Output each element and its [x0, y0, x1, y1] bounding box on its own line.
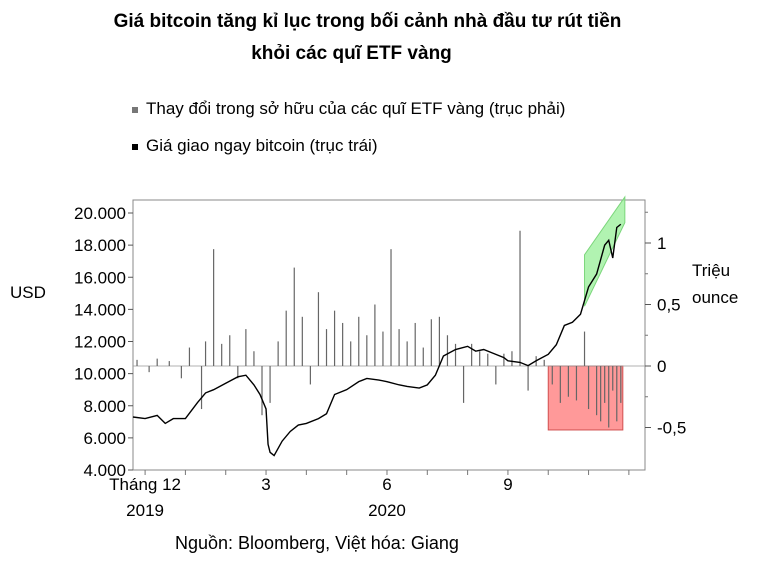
outflow-box-red — [547, 365, 624, 431]
source-note: Nguồn: Bloomberg, Việt hóa: Giang — [175, 533, 459, 553]
x-year-label-0: 2019 — [126, 501, 164, 520]
legend-label-gold-etf: Thay đổi trong sở hữu của các quĩ ETF và… — [146, 99, 566, 118]
bitcoin-price-line — [132, 223, 622, 457]
chart-title-line2: khỏi các quĩ ETF vàng — [251, 43, 452, 64]
right-axis-label-1: Triệu — [692, 261, 730, 280]
x-tick-label-2: 6 — [382, 475, 391, 494]
legend-item-bitcoin: Giá giao ngay bitcoin (trục trái) — [132, 135, 378, 157]
right-tick-label-0: 1 — [657, 234, 666, 253]
left-tick-label-7: 6.000 — [83, 429, 126, 448]
legend-swatch-bitcoin — [132, 143, 138, 150]
left-tick-label-3: 14.000 — [74, 300, 126, 319]
x-year-label-1: 2020 — [368, 501, 406, 520]
left-tick-label-1: 18.000 — [74, 236, 126, 255]
left-tick-label-6: 8.000 — [83, 397, 126, 416]
left-tick-label-2: 16.000 — [74, 268, 126, 287]
right-tick-label-1: 0,5 — [657, 296, 681, 315]
legend-swatch-gold-etf — [132, 106, 138, 113]
x-tick-label-3: 9 — [503, 475, 512, 494]
x-tick-label-1: 3 — [261, 475, 270, 494]
right-tick-label-2: 0 — [657, 357, 666, 376]
chart-title-line1: Giá bitcoin tăng kỉ lục trong bối cảnh n… — [113, 11, 622, 32]
trend-band-green — [584, 195, 626, 307]
right-tick-label-3: -0,5 — [657, 419, 686, 438]
right-axis-label-2: ounce — [692, 288, 738, 307]
left-tick-label-5: 10.000 — [74, 365, 126, 384]
legend-item-gold-etf: Thay đổi trong sở hữu của các quĩ ETF và… — [132, 98, 565, 120]
left-tick-label-0: 20.000 — [74, 204, 126, 223]
left-tick-label-8: 4.000 — [83, 461, 126, 480]
x-tick-label-0: Tháng 12 — [109, 475, 181, 494]
legend-label-bitcoin: Giá giao ngay bitcoin (trục trái) — [146, 136, 378, 155]
left-tick-label-4: 12.000 — [74, 333, 126, 352]
left-axis-label: USD — [10, 283, 46, 302]
